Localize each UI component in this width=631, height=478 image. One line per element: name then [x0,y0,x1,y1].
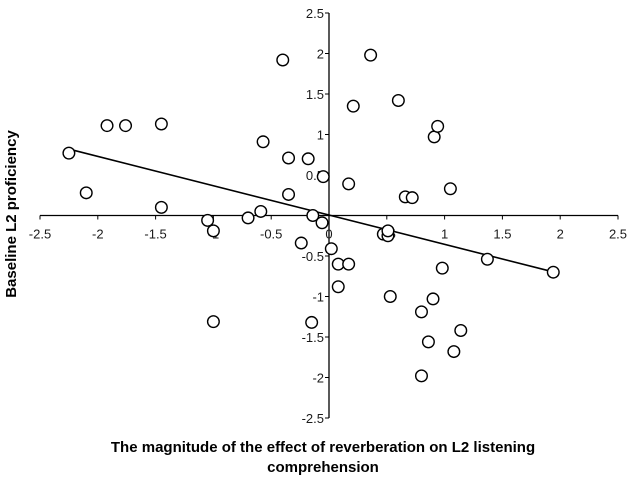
data-point [405,191,419,205]
x-tick-label: -2.5 [29,227,51,242]
data-point [100,119,114,133]
data-point [256,135,270,149]
data-point [305,315,319,329]
data-point [282,187,296,201]
data-point [154,117,168,131]
x-axis-title-line-1: The magnitude of the effect of reverbera… [111,439,535,456]
y-axis-title: Baseline L2 proficiency [3,130,20,298]
data-point [294,236,308,250]
data-point [119,119,133,133]
data-point [301,152,315,166]
data-point [79,186,93,200]
data-point [383,290,397,304]
data-point [276,53,290,67]
y-tick-label: -1 [312,290,324,305]
data-point [62,146,76,160]
data-point [426,292,440,306]
data-point [306,208,320,222]
x-tick-label: 0 [325,227,332,242]
y-tick-label: 2.5 [306,6,324,21]
data-point [206,315,220,329]
data-point [414,369,428,383]
data-point [414,305,428,319]
data-point [546,265,560,279]
data-point [154,200,168,214]
x-tick-label: -2 [92,227,104,242]
data-point [316,170,330,184]
y-tick-label: 2 [317,47,324,62]
data-point [342,257,356,271]
data-point [480,252,494,266]
y-tick-label: -2.5 [302,411,324,426]
data-point [254,204,268,218]
data-point [381,224,395,238]
x-tick-label: 1.5 [493,227,511,242]
x-axis-title-line-2: comprehension [267,459,379,476]
x-tick-label: 1 [441,227,448,242]
data-point [241,211,255,225]
x-tick-labels: -2.5-2-1.5-1-0.500.511.522.5 [29,227,627,242]
data-point [342,177,356,191]
x-tick-label: -1.5 [144,227,166,242]
data-point [431,119,445,133]
x-tick-label: 2 [557,227,564,242]
data-point [435,261,449,275]
data-point [454,324,468,338]
data-point [315,216,329,230]
y-tick-label: -1.5 [302,330,324,345]
y-tick-label: -2 [312,371,324,386]
data-point [282,151,296,165]
data-point [201,213,215,227]
y-tick-label: 1.5 [306,87,324,102]
y-tick-label: 1 [317,128,324,143]
data-point [346,99,360,113]
data-points [62,48,560,383]
data-point [324,242,338,256]
data-point [447,345,461,359]
x-tick-label: -0.5 [260,227,282,242]
x-tick-label: 2.5 [609,227,627,242]
data-point [443,182,457,196]
data-point [421,335,435,349]
data-point [206,224,220,238]
data-point [331,280,345,294]
data-point [364,48,378,62]
y-tick-label: -0.5 [302,249,324,264]
data-point [391,93,405,107]
